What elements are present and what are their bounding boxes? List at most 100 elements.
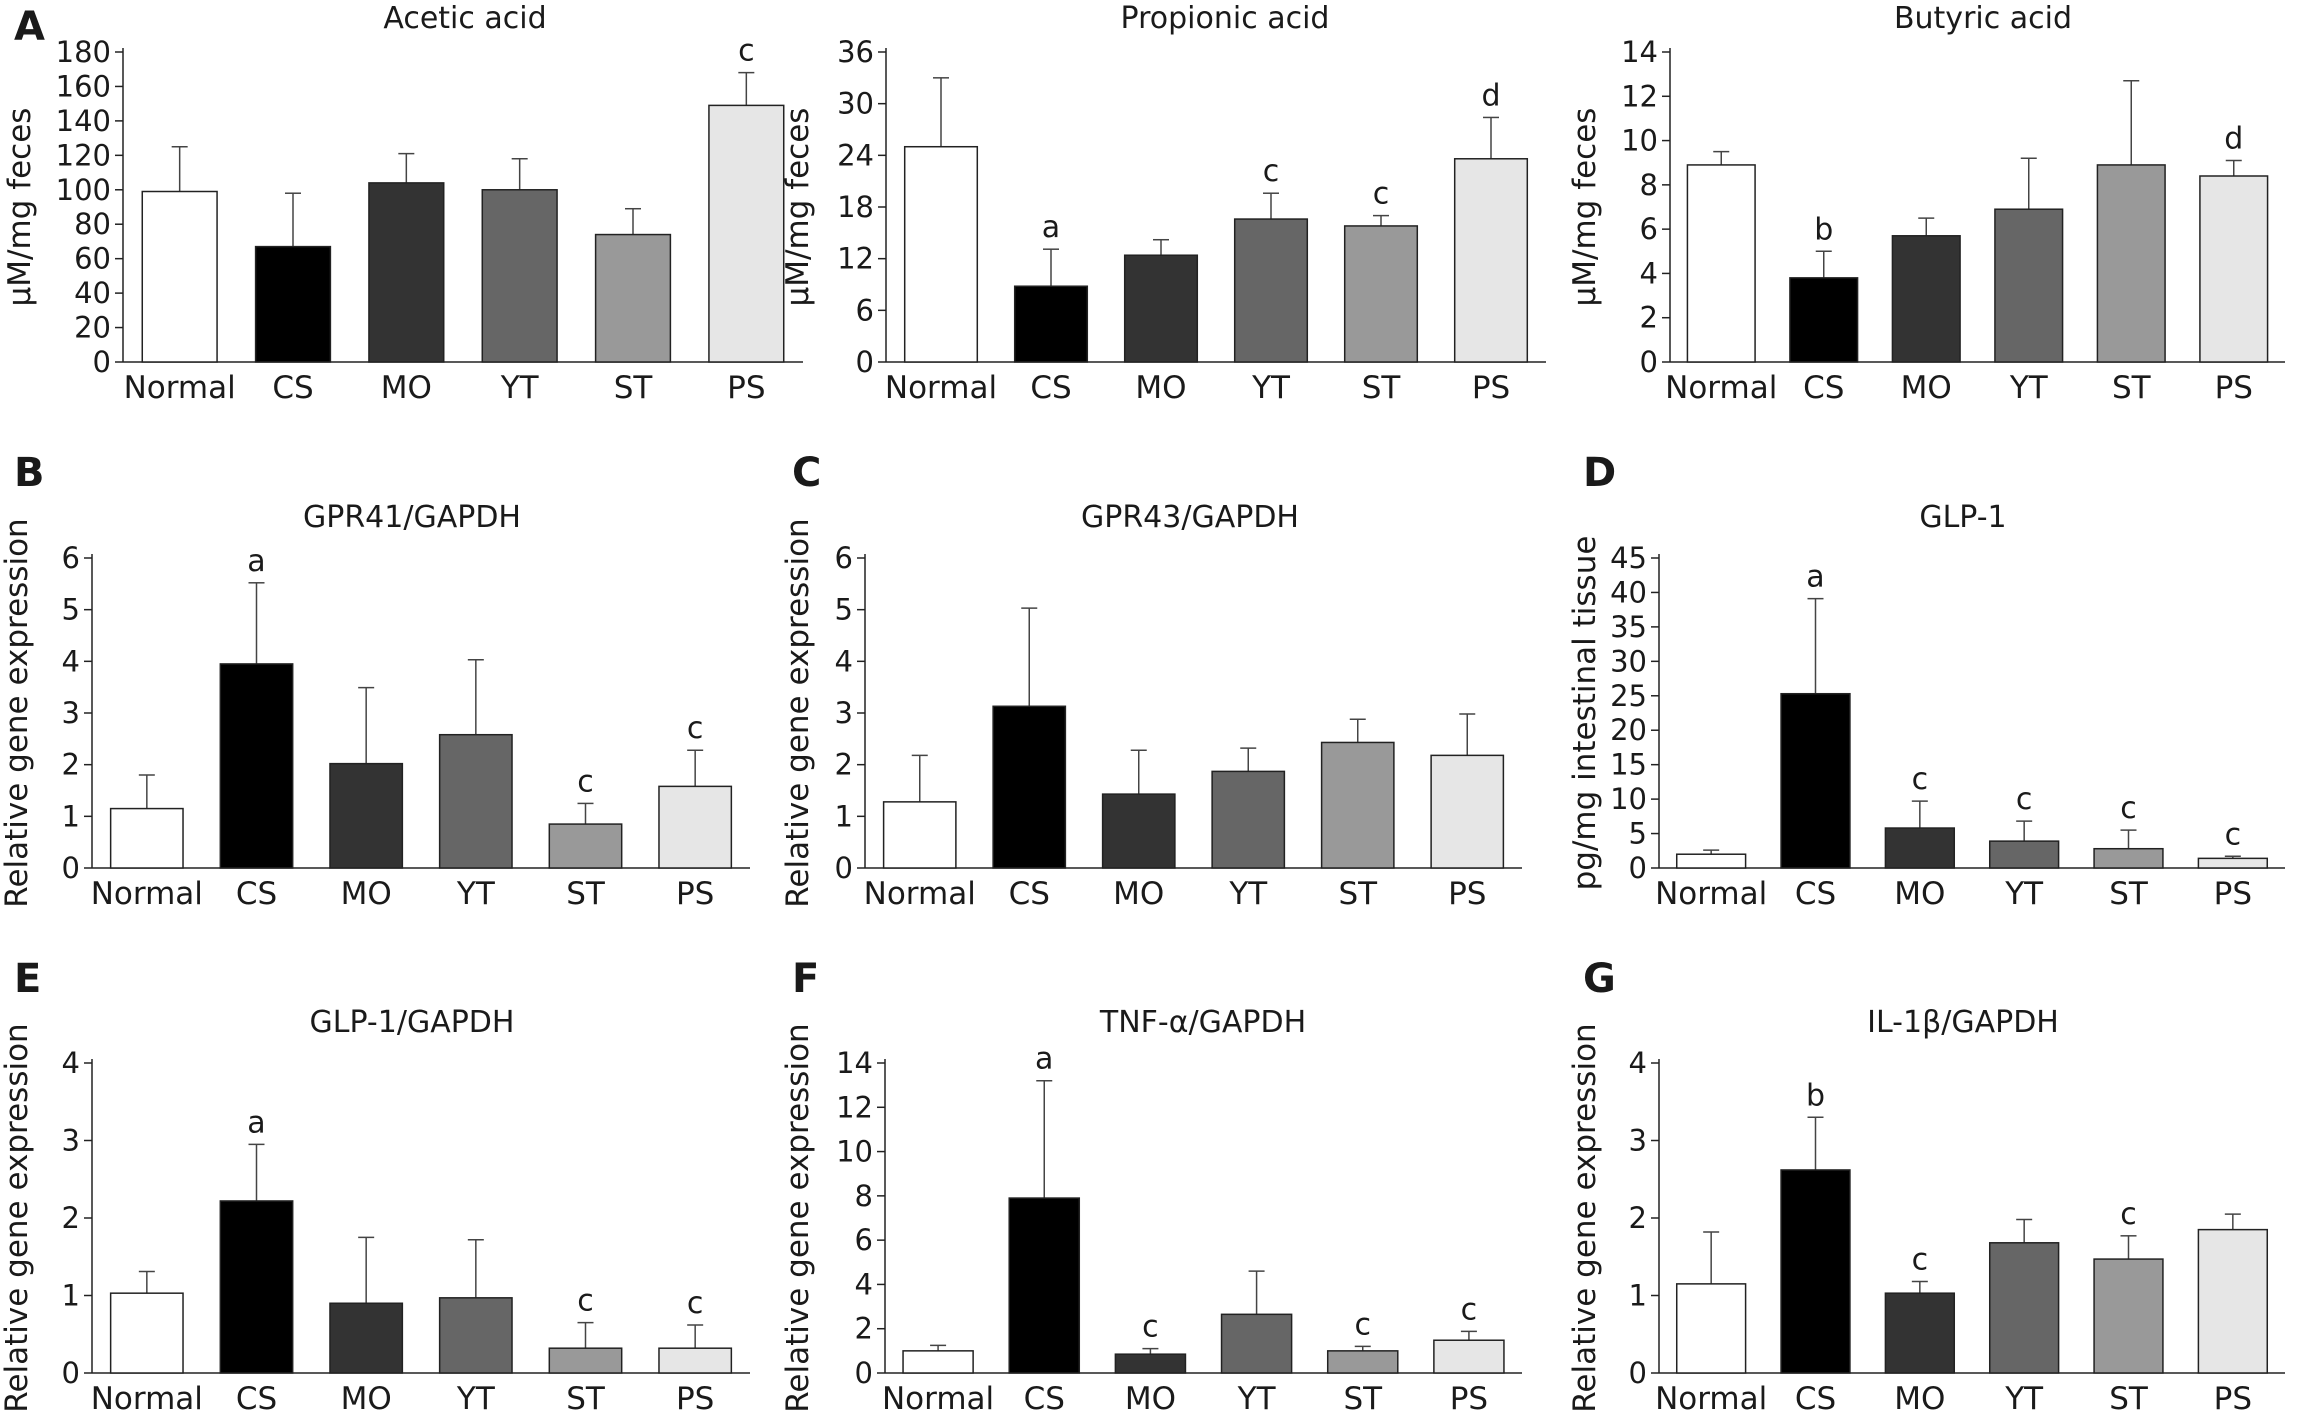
bar-cs — [1780, 692, 1851, 869]
x-tick-label: ST — [1338, 876, 1378, 912]
significance-label: c — [738, 34, 755, 69]
bar-normal — [1675, 853, 1747, 869]
x-tick-label: ST — [2109, 1381, 2149, 1417]
x-tick-label: Normal — [91, 1381, 203, 1417]
y-tick-label: 4 — [62, 644, 80, 678]
significance-label: c — [577, 1284, 594, 1319]
y-tick-label: 8 — [855, 1179, 873, 1213]
bar-yt — [438, 733, 513, 869]
x-tick-label: ST — [566, 1381, 606, 1417]
y-tick-label: 30 — [1610, 644, 1647, 678]
y-tick-label: 5 — [62, 593, 80, 627]
bar-normal — [903, 145, 979, 363]
x-tick-label: YT — [1237, 1381, 1277, 1417]
bar-normal — [1675, 1283, 1747, 1374]
y-tick-label: 5 — [1629, 817, 1647, 851]
bar-mo — [1114, 1353, 1187, 1374]
y-tick-label: 80 — [74, 207, 111, 241]
panel-il1b: G IL-1β/GAPDH Relative gene expression 0 1 2 3… — [1567, 956, 2285, 1417]
bar-yt — [1211, 770, 1286, 869]
bar-st — [2096, 164, 2166, 363]
x-tick-label: Normal — [1665, 370, 1777, 406]
x-tick-label: CS — [1030, 370, 1071, 406]
significance-label: b — [1814, 212, 1833, 247]
y-tick-label: 3 — [1629, 1124, 1647, 1158]
significance-label: c — [687, 1286, 704, 1321]
x-tick-label: CS — [1803, 370, 1844, 406]
significance-label: a — [247, 1105, 265, 1140]
panel-letter: E — [14, 956, 41, 1002]
chart-title: GLP-1/GAPDH — [310, 1005, 515, 1040]
y-tick-label: 2 — [855, 1312, 873, 1346]
significance-label: c — [2225, 817, 2242, 852]
y-tick-label: 6 — [855, 1223, 873, 1257]
panel-gpr43: C GPR43/GAPDH Relative gene expression 0 1 2 3… — [780, 450, 1522, 912]
x-tick-label: Normal — [885, 370, 997, 406]
significance-label: c — [1461, 1292, 1478, 1327]
x-tick-label: PS — [1448, 876, 1486, 912]
significance-label: c — [1912, 762, 1929, 797]
y-tick-label: 1 — [62, 1279, 80, 1313]
bar-normal — [882, 801, 957, 869]
x-tick-label: YT — [2004, 876, 2044, 912]
x-tick-label: ST — [2109, 876, 2149, 912]
y-tick-label: 6 — [835, 541, 853, 575]
y-tick-label: 24 — [837, 138, 874, 172]
y-tick-label: 160 — [56, 69, 111, 103]
x-tick-label: CS — [236, 876, 277, 912]
y-tick-label: 12 — [837, 242, 874, 276]
y-axis-label: Relative gene expression — [0, 1023, 35, 1412]
bar-normal — [141, 190, 218, 363]
panel-letter: A — [14, 4, 45, 50]
y-tick-label: 14 — [1621, 35, 1658, 69]
bar-yt — [481, 189, 558, 363]
bar-ps — [2199, 175, 2269, 363]
significance-label: a — [1035, 1042, 1053, 1077]
bar-ps — [2197, 857, 2269, 869]
panel-glp1gapdh: E GLP-1/GAPDH Relative gene expression 0 1 2 3… — [0, 956, 750, 1417]
y-tick-label: 3 — [835, 696, 853, 730]
chart-title: IL-1β/GAPDH — [1867, 1005, 2059, 1040]
bar-yt — [1233, 218, 1309, 363]
y-tick-label: 0 — [835, 851, 853, 885]
x-tick-label: PS — [727, 370, 765, 406]
x-tick-label: PS — [2215, 370, 2253, 406]
y-axis-label: μM/mg feces — [2, 108, 38, 307]
y-tick-label: 4 — [855, 1267, 873, 1301]
bar-mo — [1123, 254, 1199, 363]
y-tick-label: 3 — [62, 696, 80, 730]
bar-st — [1320, 741, 1395, 869]
x-tick-label: YT — [1228, 876, 1268, 912]
y-tick-label: 15 — [1610, 748, 1647, 782]
bar-cs — [1780, 1169, 1851, 1374]
panel-letter: F — [792, 956, 819, 1002]
bar-normal — [1686, 164, 1756, 363]
bar-st — [594, 233, 672, 363]
x-tick-label: Normal — [882, 1381, 994, 1417]
x-tick-label: CS — [1795, 1381, 1836, 1417]
significance-label: c — [1142, 1310, 1159, 1345]
y-tick-label: 1 — [1629, 1279, 1647, 1313]
x-tick-label: MO — [381, 370, 432, 406]
x-tick-label: PS — [2214, 876, 2252, 912]
y-tick-label: 20 — [1610, 713, 1647, 747]
bar-normal — [109, 1292, 184, 1374]
y-tick-label: 0 — [1640, 345, 1658, 379]
bar-mo — [1101, 793, 1176, 869]
significance-label: c — [2120, 791, 2137, 826]
y-tick-label: 0 — [93, 345, 111, 379]
y-tick-label: 2 — [1640, 301, 1658, 335]
bar-st — [2093, 1258, 2164, 1374]
y-tick-label: 0 — [1629, 851, 1647, 885]
y-tick-label: 5 — [835, 593, 853, 627]
y-tick-label: 40 — [1610, 575, 1647, 609]
y-tick-label: 6 — [856, 293, 874, 327]
bar-mo — [368, 182, 445, 363]
bar-mo — [1884, 1292, 1956, 1374]
x-tick-label: MO — [1901, 370, 1952, 406]
bar-ps — [658, 785, 733, 869]
significance-label: c — [1263, 154, 1280, 189]
x-tick-label: CS — [1009, 876, 1050, 912]
significance-label: c — [687, 711, 704, 746]
